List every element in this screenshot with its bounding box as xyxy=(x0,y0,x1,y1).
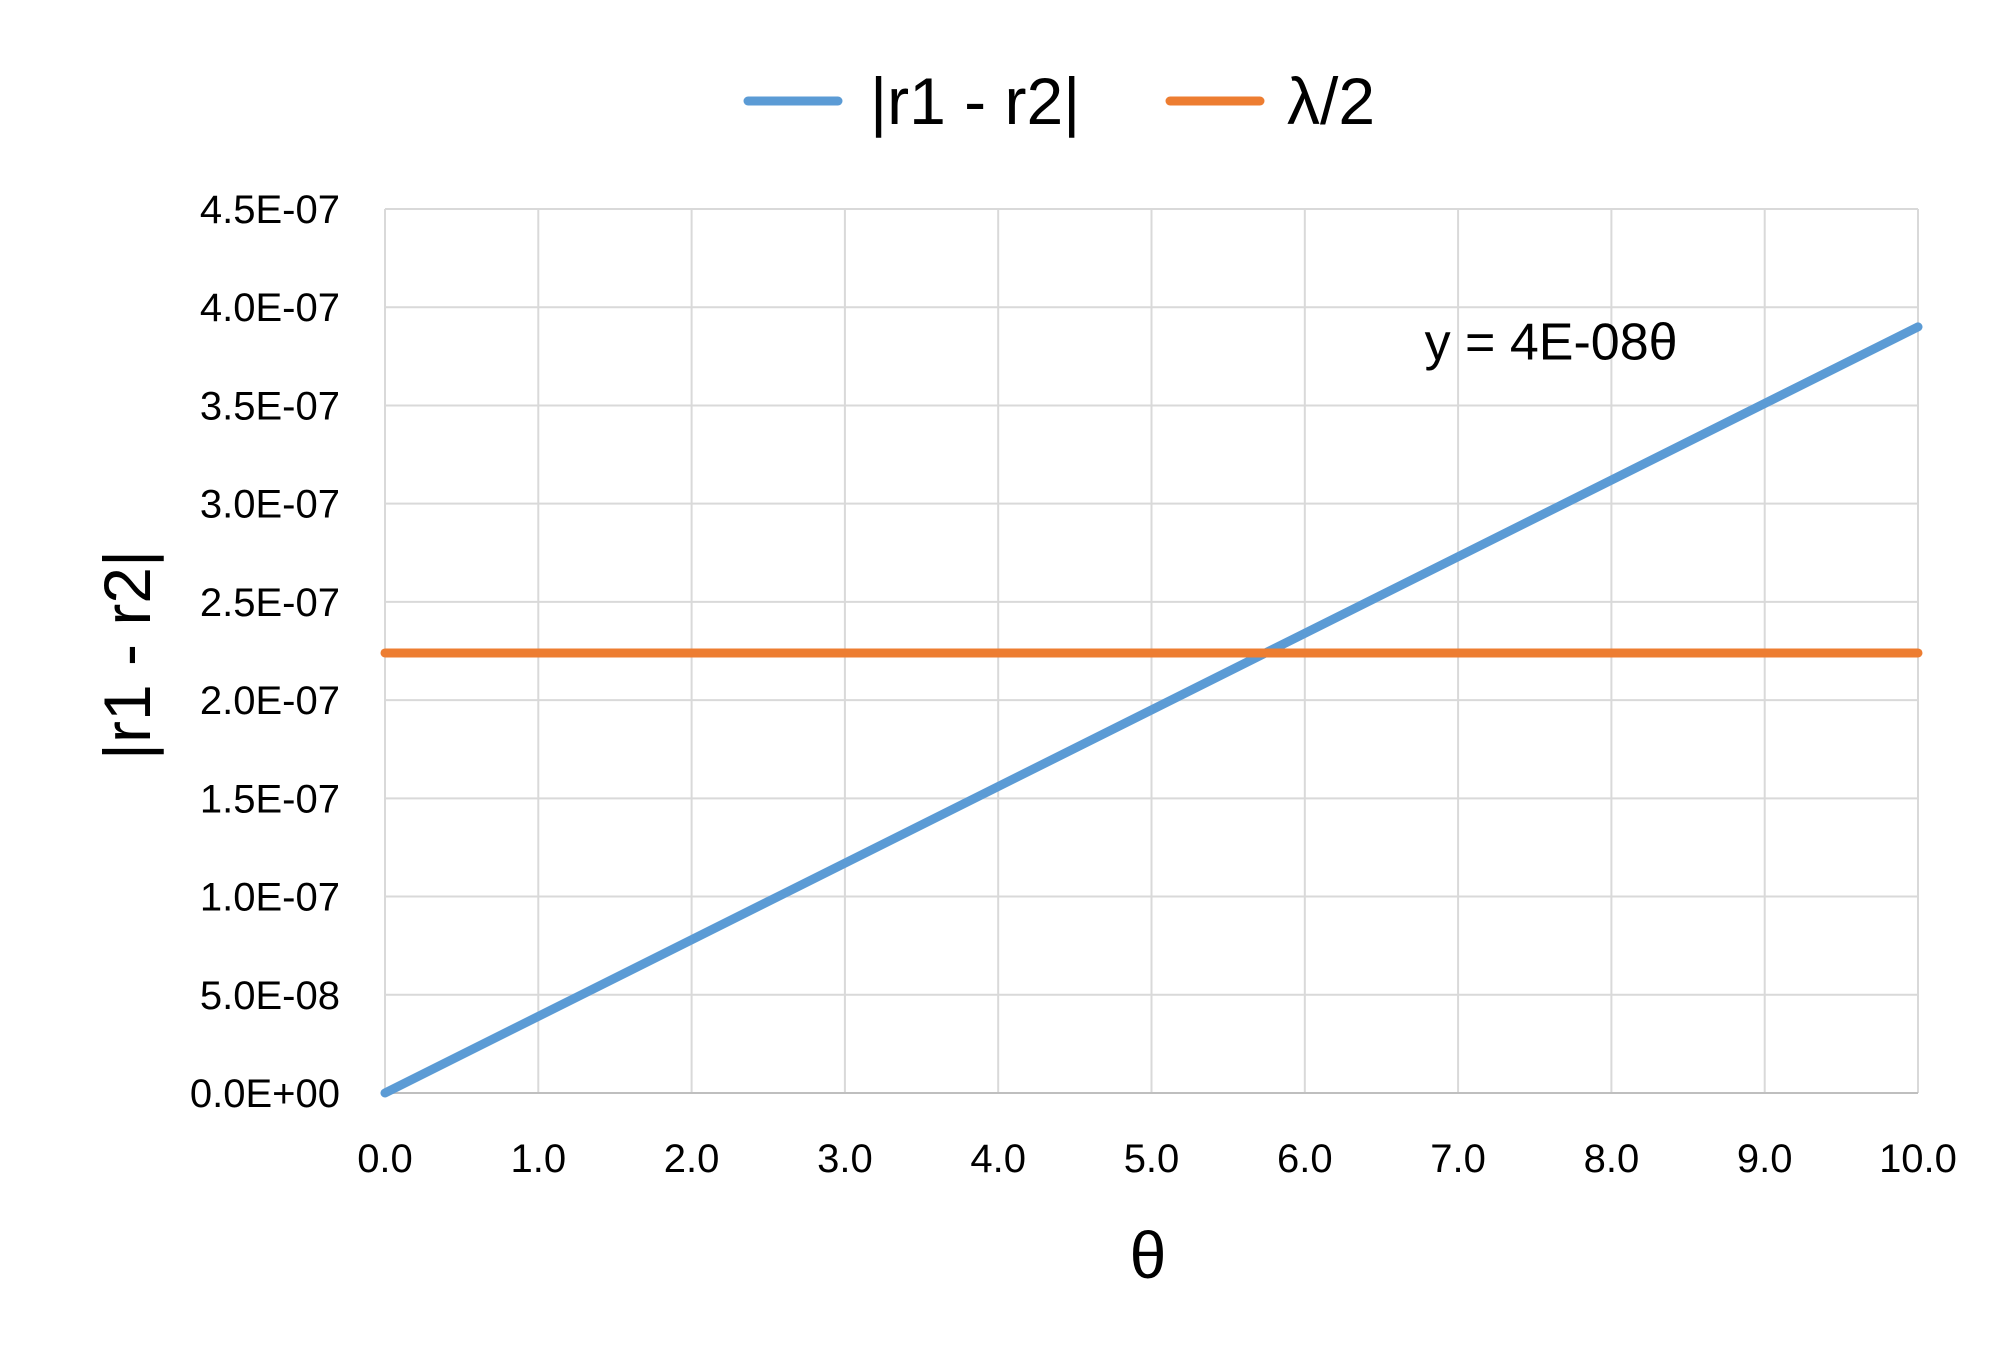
y-tick-label: 5.0E-08 xyxy=(200,974,340,1018)
y-tick-label: 3.0E-07 xyxy=(200,483,340,527)
y-tick-label: 2.0E-07 xyxy=(200,679,340,723)
x-tick-label: 9.0 xyxy=(1737,1137,1793,1181)
x-tick-label: 5.0 xyxy=(1124,1137,1180,1181)
y-tick-label: 1.5E-07 xyxy=(200,777,340,821)
y-tick-label: 2.5E-07 xyxy=(200,581,340,625)
x-tick-label: 1.0 xyxy=(510,1137,566,1181)
trendline-equation: y = 4E-08θ xyxy=(1425,314,1678,372)
y-tick-label: 0.0E+00 xyxy=(190,1072,340,1116)
y-tick-labels: 0.0E+00 5.0E-08 1.0E-07 1.5E-07 2.0E-07 2.5E-… xyxy=(190,188,340,1116)
x-tick-label: 3.0 xyxy=(817,1137,873,1181)
y-tick-label: 3.5E-07 xyxy=(200,384,340,428)
y-tick-label: 4.0E-07 xyxy=(200,286,340,330)
legend-label: λ/2 xyxy=(1287,64,1375,138)
x-tick-label: 6.0 xyxy=(1277,1137,1333,1181)
y-axis-label: |r1 - r2| xyxy=(90,550,164,760)
series-group xyxy=(380,322,1923,1098)
legend-label: |r1 - r2| xyxy=(870,64,1080,138)
y-tick-label: 4.5E-07 xyxy=(200,188,340,232)
annotations: y = 4E-08θ xyxy=(1425,314,1678,372)
series-line-r1-r2 xyxy=(380,322,1923,1098)
x-tick-label: 7.0 xyxy=(1430,1137,1486,1181)
y-tick-label: 1.0E-07 xyxy=(200,876,340,920)
x-tick-label: 8.0 xyxy=(1584,1137,1640,1181)
x-tick-label: 0.0 xyxy=(357,1137,413,1181)
x-tick-label: 10.0 xyxy=(1879,1137,1957,1181)
x-tick-label: 4.0 xyxy=(970,1137,1026,1181)
legend: |r1 - r2| λ/2 xyxy=(743,64,1375,138)
x-axis-label: θ xyxy=(1130,1218,1167,1292)
x-tick-labels: 0.0 1.0 2.0 3.0 4.0 5.0 6.0 7.0 8.0 9.0 10.0 xyxy=(357,1137,1957,1181)
x-tick-label: 2.0 xyxy=(664,1137,720,1181)
